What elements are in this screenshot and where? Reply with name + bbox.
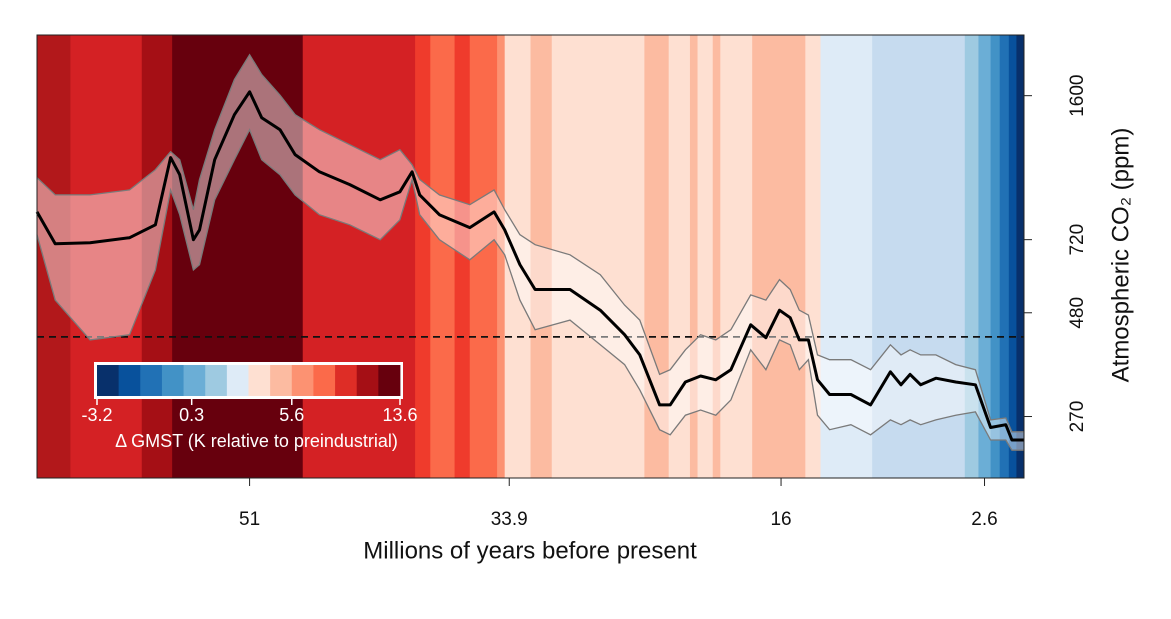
- warming-stripe: [990, 35, 1001, 478]
- colorbar-box: [356, 365, 379, 396]
- colorbar-tick-label: -3.2: [81, 405, 112, 425]
- warming-stripe: [720, 35, 753, 478]
- warming-stripe: [430, 35, 456, 478]
- uncertainty-band: [37, 54, 1024, 451]
- x-axis-label: Millions of years before present: [363, 537, 697, 564]
- colorbar-box: [335, 365, 358, 396]
- colorbar-box: [161, 365, 184, 396]
- band-upper-edge: [36, 53, 1024, 433]
- colorbar-box: [183, 365, 206, 396]
- colorbar-box: [270, 365, 293, 396]
- warming-stripe: [1016, 35, 1025, 478]
- band-lower-edge: [36, 128, 1024, 451]
- colorbar-tick-label: 5.6: [279, 405, 304, 425]
- y-axis-label: Atmospheric CO₂ (ppm): [1107, 128, 1134, 383]
- warming-stripe: [978, 35, 992, 478]
- warming-stripe: [820, 35, 873, 478]
- colorbar-label: Δ GMST (K relative to preindustrial): [115, 431, 398, 451]
- x-tick-label: 51: [239, 509, 260, 530]
- warming-stripe: [712, 35, 721, 478]
- warming-stripe: [689, 35, 699, 478]
- warming-stripe: [1008, 35, 1017, 478]
- colorbar-box: [226, 365, 249, 396]
- colorbar-box: [378, 365, 401, 396]
- y-tick-label: 720: [1067, 224, 1088, 256]
- y-tick-label: 1600: [1067, 75, 1088, 117]
- colorbar-box: [118, 365, 141, 396]
- colorbar-box: [313, 365, 336, 396]
- y-tick-label: 270: [1067, 401, 1088, 433]
- median-line: [35, 90, 1024, 442]
- warming-stripe: [415, 35, 431, 478]
- x-tick-label: 16: [770, 509, 791, 530]
- warming-stripe: [551, 35, 645, 478]
- warming-stripe: [497, 35, 506, 478]
- plot-area: [35, 34, 1025, 479]
- colorbar-tick-label: 0.3: [179, 405, 204, 425]
- colorbar-tick-label: 13.6: [382, 405, 417, 425]
- warming-stripe: [872, 35, 966, 478]
- colorbar-box: [140, 365, 163, 396]
- colorbar-box: [291, 365, 314, 396]
- colorbar-box: [97, 365, 120, 396]
- colorbar-box: [205, 365, 228, 396]
- warming-stripe: [70, 35, 143, 478]
- warming-stripe: [302, 35, 416, 478]
- warming-stripe: [454, 35, 471, 478]
- colorbar-box: [248, 365, 271, 396]
- plot-frame: [36, 34, 1025, 479]
- warming-stripe: [999, 35, 1010, 478]
- warming-stripe: [668, 35, 691, 478]
- y-tick-label: 480: [1067, 297, 1088, 329]
- warming-stripe: [697, 35, 714, 478]
- x-tick-label: 2.6: [971, 509, 997, 530]
- x-tick-label: 33.9: [491, 509, 528, 530]
- warming-stripe: [141, 35, 173, 478]
- warming-stripe: [752, 35, 806, 478]
- warming-stripe: [530, 35, 553, 478]
